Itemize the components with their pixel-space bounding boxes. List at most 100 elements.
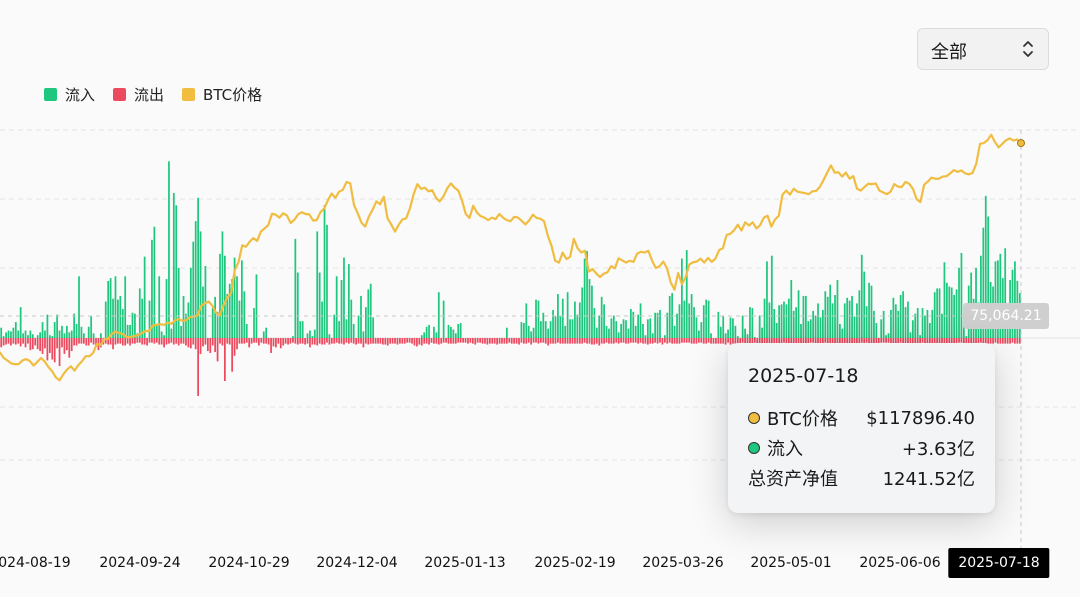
inflow-bar: [121, 309, 124, 338]
outflow-bar: [294, 338, 297, 344]
outflow-bar: [943, 338, 946, 344]
inflow-bar: [654, 312, 657, 338]
axis-price-tag: 75,064.21: [963, 303, 1049, 329]
outflow-bar: [931, 338, 934, 344]
legend-item-outflow[interactable]: 流出: [113, 84, 164, 105]
outflow-bar: [408, 338, 411, 343]
outflow-bar: [484, 338, 486, 344]
inflow-bar: [428, 324, 430, 338]
outflow-bar: [10, 338, 12, 346]
outflow-bar: [537, 338, 540, 344]
outflow-bar: [403, 338, 406, 344]
inflow-bar: [625, 320, 627, 338]
inflow-bar: [804, 295, 807, 338]
outflow-bar: [304, 338, 306, 345]
inflow-bar: [770, 255, 773, 338]
legend-item-inflow[interactable]: 流入: [44, 84, 95, 105]
outflow-bar: [860, 338, 863, 343]
outflow-bar: [775, 338, 778, 344]
outflow-bar: [695, 338, 698, 344]
inflow-bar: [454, 333, 457, 338]
outflow-bar: [265, 338, 268, 344]
outflow-bar: [328, 338, 331, 345]
outflow-bar: [802, 338, 805, 344]
outflow-bar: [936, 338, 939, 344]
outflow-bar: [982, 338, 985, 344]
inflow-bar: [775, 323, 778, 338]
inflow-bar: [705, 299, 708, 338]
inflow-bar: [540, 321, 542, 338]
outflow-bar: [80, 338, 83, 344]
tooltip-date: 2025-07-18: [748, 365, 859, 387]
outflow-bar: [989, 338, 992, 344]
inflow-bar: [586, 251, 588, 338]
outflow-bar: [372, 338, 375, 344]
outflow-bar: [7, 338, 10, 344]
outflow-bar: [841, 338, 844, 344]
outflow-bar: [792, 338, 795, 344]
inflow-bar: [163, 335, 165, 338]
legend-item-btc-price[interactable]: BTC价格: [182, 84, 262, 105]
outflow-bar: [739, 338, 742, 344]
outflow-bar: [909, 338, 912, 344]
outflow-bar: [899, 338, 902, 343]
inflow-bar: [459, 323, 462, 338]
inflow-bar: [780, 304, 783, 338]
outflow-bar: [984, 338, 987, 344]
inflow-bar: [924, 315, 926, 338]
outflow-bar: [994, 338, 997, 343]
outflow-bar: [887, 338, 890, 343]
inflow-bar: [763, 298, 766, 338]
inflow-bar: [736, 336, 739, 338]
inflow-bar: [778, 305, 780, 338]
outflow-bar: [846, 338, 849, 344]
outflow-bar: [141, 338, 144, 345]
inflow-bar: [228, 283, 231, 338]
outflow-bar: [192, 338, 195, 345]
outflow-bar: [707, 338, 710, 343]
outflow-bar: [620, 338, 622, 343]
inflow-bar: [29, 330, 32, 338]
inflow-bar: [629, 309, 632, 338]
outflow-bar: [919, 338, 921, 344]
outflow-bar: [785, 338, 788, 344]
outflow-bar: [685, 338, 688, 343]
outflow-bar: [744, 338, 746, 344]
inflow-bar: [863, 271, 866, 338]
inflow-bar: [875, 323, 878, 338]
outflow-bar: [313, 338, 316, 345]
outflow-bar: [666, 338, 669, 344]
outflow-bar: [17, 338, 20, 344]
inflow-bar: [870, 285, 873, 338]
outflow-bar: [663, 338, 666, 343]
outflow-bar: [700, 338, 703, 343]
outflow-bar: [447, 338, 450, 344]
outflow-bar: [41, 338, 44, 354]
outflow-bar: [863, 338, 866, 344]
outflow-bar: [413, 338, 416, 346]
outflow-bar: [158, 338, 161, 345]
inflow-bar: [646, 319, 649, 338]
outflow-bar: [681, 338, 683, 343]
inflow-bar: [569, 319, 571, 338]
outflow-bar: [391, 338, 394, 344]
inflow-bar: [557, 294, 559, 339]
range-select[interactable]: 全部: [917, 28, 1049, 70]
inflow-bar: [532, 327, 535, 338]
outflow-bar: [629, 338, 632, 343]
outflow-bar: [508, 338, 511, 343]
outflow-bar: [34, 338, 37, 346]
inflow-bar: [753, 337, 756, 338]
outflow-bar: [250, 338, 253, 344]
outflow-bar: [236, 338, 238, 350]
outflow-bar: [897, 338, 900, 345]
inflow-bar: [994, 261, 997, 338]
outflow-bar: [138, 338, 141, 343]
outflow-bar: [890, 338, 892, 344]
inflow-bar: [688, 303, 691, 338]
inflow-bar: [435, 332, 438, 338]
inflow-bar: [622, 319, 625, 338]
inflow-bar: [238, 300, 241, 338]
inflow-bar: [856, 303, 858, 338]
inflow-bar: [75, 323, 78, 338]
